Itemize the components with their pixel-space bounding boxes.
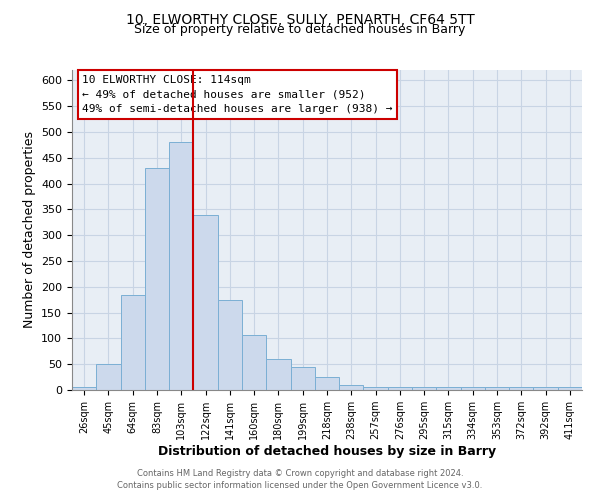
Bar [266, 359, 290, 390]
Bar [121, 294, 145, 390]
X-axis label: Distribution of detached houses by size in Barry: Distribution of detached houses by size … [158, 445, 496, 458]
Text: Contains HM Land Registry data © Crown copyright and database right 2024.
Contai: Contains HM Land Registry data © Crown c… [118, 468, 482, 490]
Bar [193, 214, 218, 390]
Bar [436, 388, 461, 390]
Bar [290, 367, 315, 390]
Bar [339, 385, 364, 390]
Y-axis label: Number of detached properties: Number of detached properties [23, 132, 35, 328]
Bar [461, 388, 485, 390]
Bar [412, 388, 436, 390]
Text: Size of property relative to detached houses in Barry: Size of property relative to detached ho… [134, 22, 466, 36]
Bar [169, 142, 193, 390]
Bar [509, 388, 533, 390]
Text: 10, ELWORTHY CLOSE, SULLY, PENARTH, CF64 5TT: 10, ELWORTHY CLOSE, SULLY, PENARTH, CF64… [125, 12, 475, 26]
Text: 10 ELWORTHY CLOSE: 114sqm
← 49% of detached houses are smaller (952)
49% of semi: 10 ELWORTHY CLOSE: 114sqm ← 49% of detac… [82, 75, 392, 114]
Bar [364, 388, 388, 390]
Bar [533, 388, 558, 390]
Bar [485, 388, 509, 390]
Bar [558, 388, 582, 390]
Bar [315, 377, 339, 390]
Bar [96, 364, 121, 390]
Bar [388, 388, 412, 390]
Bar [242, 335, 266, 390]
Bar [218, 300, 242, 390]
Bar [72, 388, 96, 390]
Bar [145, 168, 169, 390]
